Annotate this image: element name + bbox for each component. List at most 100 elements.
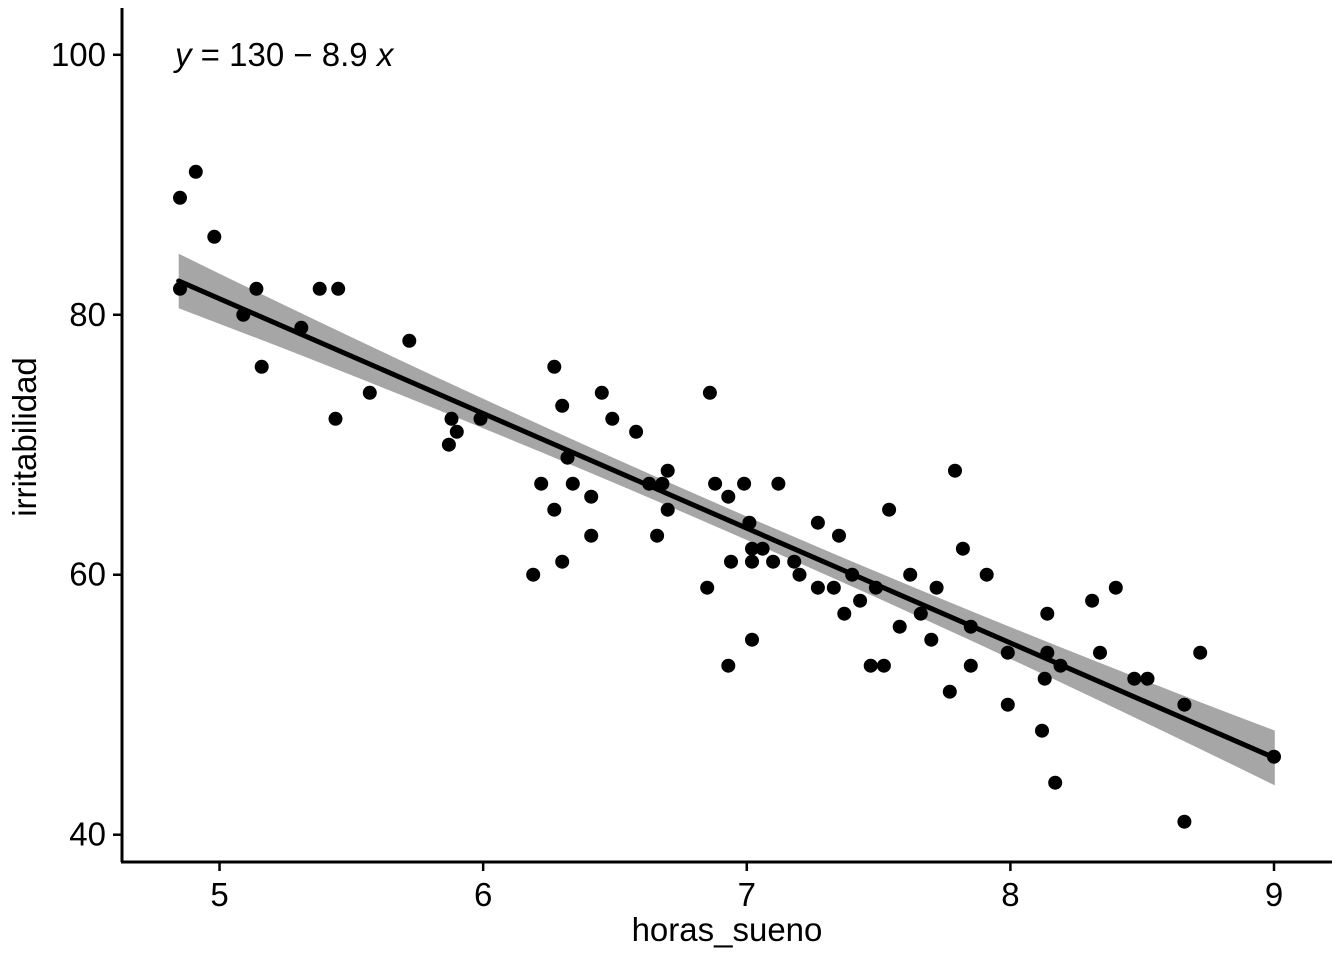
data-point — [702, 385, 717, 400]
data-point — [721, 658, 736, 673]
data-point — [650, 528, 665, 543]
data-point — [249, 281, 264, 296]
data-point — [441, 437, 456, 452]
data-point — [929, 580, 944, 595]
data-point — [787, 554, 802, 569]
data-point — [882, 502, 897, 517]
data-point — [942, 684, 957, 699]
y-axis-title: irritabilidad — [6, 357, 43, 517]
data-point — [444, 411, 459, 426]
data-point — [312, 281, 327, 296]
regression-line — [176, 278, 1278, 761]
data-point — [1267, 749, 1281, 764]
data-point — [547, 359, 562, 374]
data-point — [845, 567, 860, 582]
data-point — [1000, 645, 1015, 660]
data-point — [1040, 606, 1055, 621]
data-point — [721, 489, 736, 504]
equation-segment: x — [375, 36, 395, 73]
data-point — [362, 385, 377, 400]
y-tick-label: 100 — [51, 36, 106, 73]
y-tick-label: 80 — [69, 296, 106, 333]
data-point — [655, 476, 670, 491]
data-point — [955, 541, 970, 556]
data-point — [584, 528, 599, 543]
data-point — [188, 164, 203, 179]
data-point — [1035, 723, 1049, 738]
data-point — [1093, 645, 1107, 660]
data-point — [1140, 671, 1155, 686]
data-point — [853, 593, 868, 608]
axis-layer: 5 6 7 8 9 40 60 80 100 — [51, 8, 1332, 913]
data-point — [1048, 775, 1063, 790]
regression-line-layer — [176, 278, 1278, 761]
equation-segment: y — [173, 36, 194, 73]
data-point — [629, 424, 644, 439]
data-point — [1127, 671, 1142, 686]
data-point — [660, 463, 675, 478]
data-point — [708, 476, 723, 491]
data-point — [660, 502, 675, 517]
data-point — [1177, 814, 1192, 829]
x-tick-label: 8 — [1001, 876, 1019, 913]
data-point — [328, 411, 343, 426]
data-point — [560, 450, 575, 465]
data-point — [254, 359, 269, 374]
data-point — [810, 580, 825, 595]
data-point — [1000, 697, 1015, 712]
data-point — [1085, 593, 1100, 608]
data-point — [876, 658, 891, 673]
data-point — [832, 528, 846, 543]
data-point — [863, 658, 878, 673]
data-point — [963, 658, 978, 673]
data-point-layer — [173, 164, 1281, 829]
data-point — [948, 463, 962, 478]
data-point — [236, 307, 251, 322]
data-point — [526, 567, 541, 582]
data-point — [555, 554, 570, 569]
equation-segment: = 130 − 8.9 — [192, 36, 377, 73]
data-point — [766, 554, 781, 569]
data-point — [1037, 671, 1052, 686]
data-point — [924, 632, 939, 647]
data-point — [903, 567, 918, 582]
data-point — [810, 515, 825, 530]
data-point — [642, 476, 657, 491]
data-point — [745, 632, 759, 647]
x-tick-label: 7 — [738, 876, 756, 913]
data-point — [913, 606, 928, 621]
data-point — [449, 424, 464, 439]
data-point — [792, 567, 807, 582]
data-point — [547, 502, 562, 517]
data-point — [742, 515, 757, 530]
data-point — [837, 606, 852, 621]
data-point — [584, 489, 599, 504]
x-tick-label: 5 — [210, 876, 228, 913]
data-point — [1108, 580, 1123, 595]
data-point — [1053, 658, 1068, 673]
data-point — [331, 281, 346, 296]
data-point — [173, 281, 187, 296]
y-tick-label: 60 — [69, 556, 106, 593]
data-point — [745, 541, 759, 556]
data-point — [737, 476, 752, 491]
data-point — [207, 229, 222, 244]
data-point — [826, 580, 841, 595]
data-point — [1040, 645, 1055, 660]
data-point — [892, 619, 907, 634]
data-point — [745, 554, 759, 569]
x-axis-title: horas_sueno — [632, 911, 823, 948]
x-tick-label: 9 — [1265, 876, 1283, 913]
data-point — [594, 385, 609, 400]
data-point — [1177, 697, 1192, 712]
data-point — [555, 398, 570, 413]
data-point — [402, 333, 417, 348]
data-point — [868, 580, 883, 595]
data-point — [1193, 645, 1208, 660]
data-point — [771, 476, 786, 491]
x-tick-label: 6 — [474, 876, 492, 913]
data-point — [534, 476, 549, 491]
data-point — [755, 541, 770, 556]
